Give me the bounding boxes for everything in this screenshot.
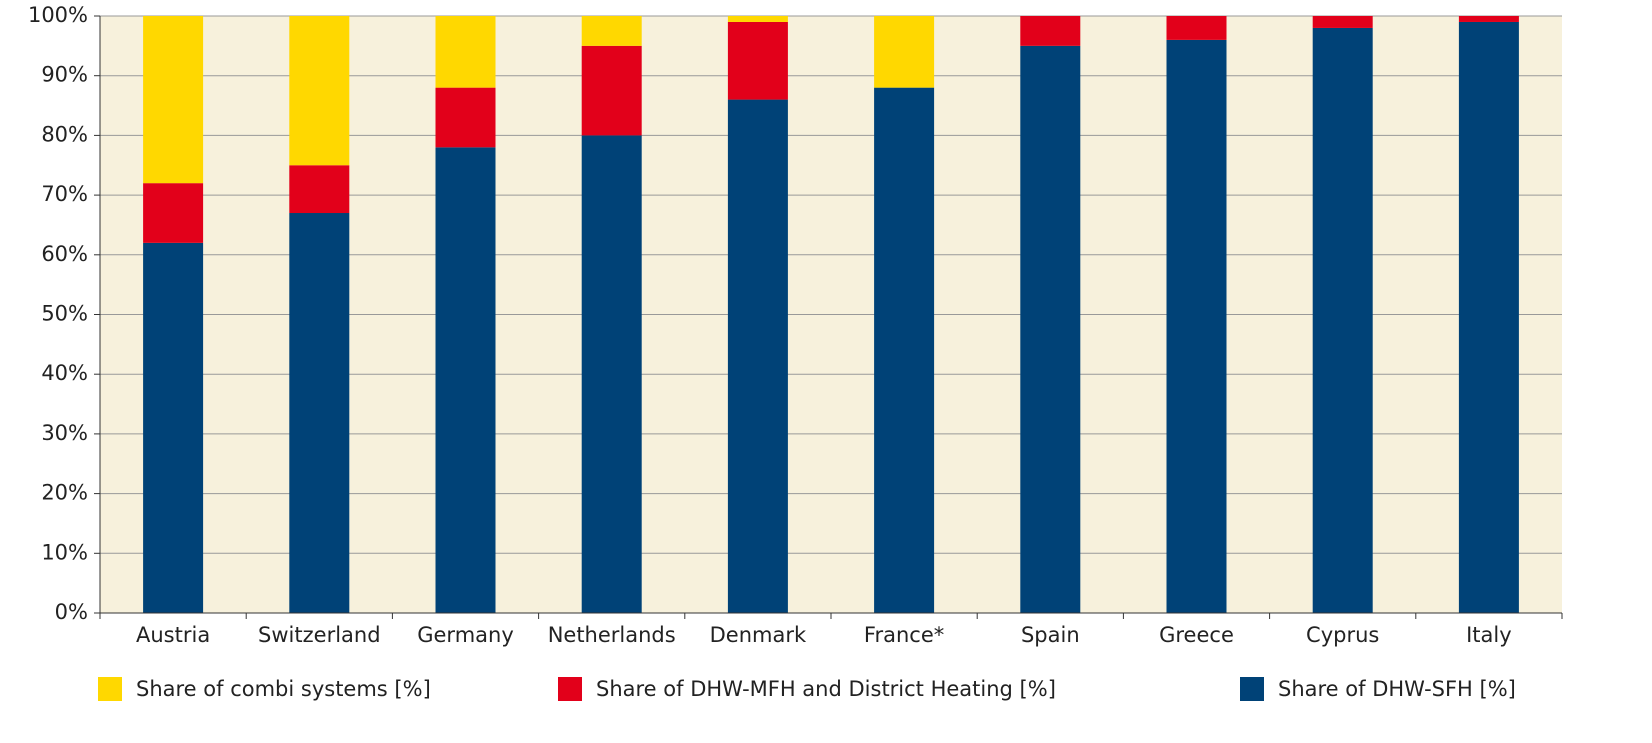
bar-segment (1166, 16, 1227, 40)
y-tick-label: 0% (55, 600, 88, 624)
bar-segment (143, 242, 204, 614)
y-tick-label: 40% (41, 361, 88, 385)
legend-label: Share of DHW-MFH and District Heating [%… (596, 677, 1056, 701)
x-tick-label: Austria (136, 623, 210, 647)
bar-segment (874, 16, 935, 88)
y-tick-label: 60% (41, 242, 88, 266)
bar-segment (435, 147, 496, 613)
bar-segment (1458, 16, 1519, 22)
y-tick-label: 10% (41, 540, 88, 564)
bar-segment (143, 183, 204, 243)
bar-segment (1166, 39, 1227, 613)
bar-segment (727, 99, 788, 613)
y-tick-label: 80% (41, 122, 88, 146)
legend-swatch (558, 677, 582, 701)
legend-swatch (98, 677, 122, 701)
y-tick-label: 50% (41, 302, 88, 326)
bar-segment (727, 21, 788, 100)
legend-label: Share of combi systems [%] (136, 677, 431, 701)
x-tick-label: Cyprus (1306, 623, 1379, 647)
y-tick-label: 20% (41, 481, 88, 505)
y-tick-label: 30% (41, 421, 88, 445)
bar-segment (727, 16, 788, 22)
bar-segment (1312, 16, 1373, 28)
bar-segment (435, 87, 496, 148)
x-tick-label: Germany (417, 623, 514, 647)
bar-segment (435, 16, 496, 88)
y-tick-label: 100% (28, 3, 88, 27)
x-tick-label: Italy (1466, 623, 1512, 647)
x-tick-label: France* (864, 623, 944, 647)
bar-segment (874, 87, 935, 613)
bar-segment (289, 165, 350, 214)
bar-segment (1312, 27, 1373, 613)
y-tick-label: 90% (41, 63, 88, 87)
bar-segment (1458, 21, 1519, 614)
x-tick-label: Denmark (710, 623, 807, 647)
bar-segment (289, 16, 350, 166)
x-tick-label: Netherlands (548, 623, 676, 647)
bar-segment (289, 213, 350, 613)
x-tick-label: Greece (1159, 623, 1234, 647)
x-tick-label: Spain (1021, 623, 1080, 647)
bar-segment (581, 16, 642, 46)
x-tick-label: Switzerland (258, 623, 381, 647)
y-tick-label: 70% (41, 182, 88, 206)
legend-label: Share of DHW-SFH [%] (1278, 677, 1516, 701)
bar-segment (143, 16, 204, 184)
bar-segment (581, 135, 642, 613)
bar-segment (1020, 45, 1081, 614)
bar-segment (1020, 16, 1081, 46)
legend-swatch (1240, 677, 1264, 701)
bar-segment (581, 45, 642, 136)
